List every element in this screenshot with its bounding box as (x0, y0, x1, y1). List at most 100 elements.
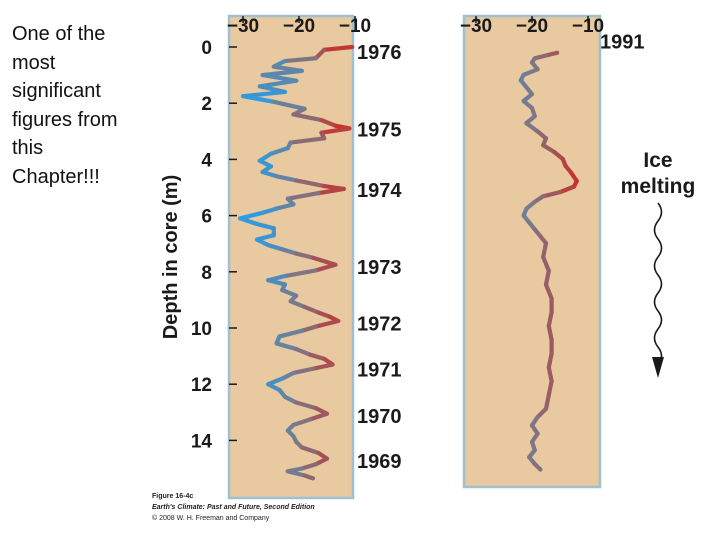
chart-panel-1969-1976: −30 −20 −10 0 2 4 6 8 10 12 14 Depth in core (m) 197… (160, 14, 402, 500)
panel-background (462, 14, 602, 489)
data-line-segment (257, 78, 299, 89)
data-line-segment (541, 190, 563, 199)
data-line-segment (274, 341, 299, 352)
data-line-segment (541, 241, 549, 260)
data-line-segment (557, 184, 577, 195)
data-line-segment (288, 299, 307, 310)
data-line-segment (294, 178, 327, 189)
y-tick-label: 8 (201, 263, 212, 284)
y-tick-label: 10 (191, 319, 212, 340)
data-line-segment (546, 379, 554, 398)
data-line-segment (260, 169, 279, 179)
ice-melting-annotation: Ice melting (621, 149, 696, 378)
data-line-segment (294, 251, 316, 260)
data-line-segment (294, 400, 318, 411)
year-label: 1972 (357, 313, 402, 335)
figure-caption: Figure 16-4c Earth's Climate: Past and F… (152, 491, 315, 524)
data-line-segment (521, 67, 540, 77)
year-label: 1969 (357, 451, 402, 473)
year-label: 1970 (357, 406, 402, 428)
data-line-segment (316, 186, 346, 196)
y-tick-label: 6 (201, 207, 212, 228)
data-line-segment (285, 469, 307, 478)
x-tick-label: −30 (227, 16, 259, 37)
data-line-segment (541, 143, 557, 155)
year-label: 1974 (357, 180, 402, 202)
year-label: 1991 (600, 31, 645, 53)
data-line-segment (541, 254, 551, 273)
data-line-segment (238, 216, 260, 227)
data-line-segment (285, 191, 321, 201)
data-line-segment (282, 56, 318, 64)
arrow-head (652, 357, 664, 378)
data-line-segment (274, 202, 296, 211)
data-line-segment (277, 328, 304, 339)
caption-copyright: © 2008 W. H. Freeman and Company (152, 515, 270, 522)
data-line-segment (271, 99, 307, 111)
data-line-segment (546, 323, 554, 342)
data-line-segment (319, 117, 338, 128)
x-tick-label: −10 (339, 16, 371, 37)
slide-text-line: this (12, 137, 44, 159)
slide-text-line: most (12, 51, 56, 74)
y-tick-label: 0 (201, 38, 212, 59)
data-line-segment (291, 112, 324, 123)
data-line-segment (543, 268, 551, 287)
data-line-segment (274, 174, 299, 183)
data-line-segment (524, 121, 540, 134)
data-line-segment (543, 392, 551, 411)
data-line-segment (291, 366, 316, 376)
wavy-arrow-line (653, 202, 663, 366)
data-line-segment (266, 278, 288, 287)
data-line-segment (532, 461, 543, 472)
data-line-segment (546, 351, 554, 370)
data-line-segment (313, 262, 338, 273)
data-line-segment (294, 346, 313, 357)
y-tick-label: 4 (201, 150, 212, 171)
data-line-segment (308, 352, 327, 362)
data-line-segment (299, 324, 318, 333)
year-label: 1973 (357, 257, 402, 279)
data-line-segment (288, 136, 327, 145)
data-line-segment (254, 221, 276, 231)
y-tick-label: 2 (201, 94, 212, 115)
data-line-segment (302, 473, 316, 481)
data-line-segment (240, 94, 276, 104)
year-label: 1971 (357, 360, 402, 382)
data-line-segment (546, 310, 554, 329)
slide-text-line: One of the (12, 23, 106, 45)
y-tick-label: 14 (191, 431, 213, 452)
data-line-segment (291, 417, 313, 428)
annotation-text: melting (621, 175, 696, 198)
data-line-segment (543, 282, 554, 301)
year-label: 1976 (357, 42, 402, 64)
data-line-segment (260, 206, 279, 215)
slide-text-line: figures from (12, 108, 118, 131)
data-line-segment (308, 411, 330, 422)
x-tick-label: −30 (460, 16, 492, 37)
x-tick-label: −20 (283, 16, 315, 37)
data-line-segment (299, 445, 321, 456)
x-tick-label: −10 (572, 16, 604, 37)
data-line-segment (319, 126, 352, 135)
caption-book-title: Earth's Climate: Past and Future, Second… (152, 504, 315, 511)
data-line-segment (310, 362, 335, 371)
data-line-segment (282, 268, 318, 279)
data-line-segment (266, 243, 285, 252)
year-label: 1975 (357, 119, 402, 141)
data-line-segment (299, 462, 318, 471)
slide-text: One of the most significant figures from… (12, 20, 162, 191)
data-line-segment (313, 318, 341, 329)
data-line-segment (280, 247, 299, 256)
y-tick-label: 12 (191, 375, 212, 396)
annotation-text: Ice (643, 149, 672, 172)
slide-text-line: Chapter!!! (12, 165, 100, 188)
data-line-segment (546, 365, 554, 384)
data-line-segment (310, 255, 338, 267)
caption-figure-number: Figure 16-4c (152, 493, 194, 500)
data-line-segment (268, 146, 290, 156)
y-axis-title: Depth in core (m) (160, 175, 182, 339)
data-line-segment (322, 44, 355, 52)
